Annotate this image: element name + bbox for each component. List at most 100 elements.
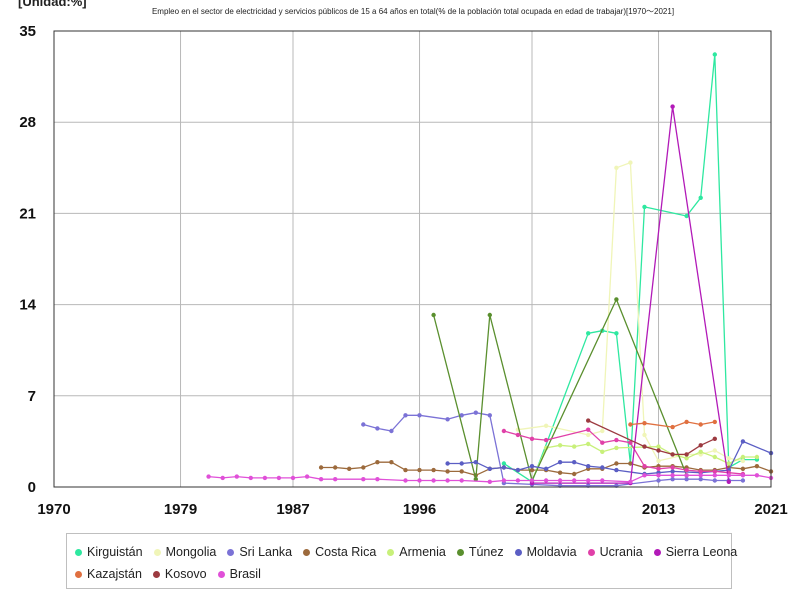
legend-marker-icon: [653, 548, 661, 556]
data-point: [656, 448, 661, 453]
data-point: [740, 458, 746, 464]
series-lines: [206, 52, 774, 488]
chart-title: Empleo en el sector de electricidad y se…: [151, 7, 675, 16]
legend-item: Kirguistán: [75, 545, 143, 559]
legend-label: Kirguistán: [87, 545, 143, 559]
legend-label: Kazajstán: [87, 567, 142, 581]
series-group: [445, 439, 774, 477]
data-point: [501, 461, 507, 466]
y-tick-label: 0: [28, 479, 36, 496]
data-point: [431, 478, 436, 483]
x-tick-label: 1979: [164, 501, 197, 518]
x-tick-label: 1987: [276, 501, 309, 518]
data-point: [529, 478, 535, 483]
data-point: [600, 440, 605, 445]
data-point: [754, 464, 760, 469]
legend-marker-icon: [387, 548, 395, 556]
data-point: [487, 413, 492, 418]
data-point: [403, 467, 408, 473]
legend-marker-icon: [152, 570, 160, 578]
data-point: [529, 467, 535, 473]
series-line: [432, 298, 688, 482]
data-point: [670, 452, 675, 457]
data-point: [698, 195, 703, 200]
data-point: [304, 474, 310, 479]
series-line: [630, 421, 715, 428]
data-point: [445, 478, 450, 483]
data-point: [698, 449, 703, 454]
data-point: [656, 458, 661, 464]
data-point: [431, 467, 436, 473]
data-point: [614, 467, 619, 473]
legend-item: Túnez: [456, 545, 504, 559]
data-point: [670, 424, 675, 430]
data-point: [628, 422, 633, 427]
data-point: [459, 469, 464, 474]
data-point: [417, 413, 422, 418]
legend-label: Moldavia: [526, 545, 577, 559]
data-point: [670, 477, 675, 482]
data-point: [726, 461, 731, 466]
unit-label: [Unidad:%]: [18, 0, 87, 9]
data-point: [670, 465, 675, 470]
series-group: [361, 410, 746, 488]
legend-item: Moldavia: [514, 545, 577, 559]
series-group: [206, 473, 774, 484]
data-point: [628, 461, 633, 466]
legend-marker-icon: [153, 548, 161, 556]
data-point: [572, 478, 577, 483]
series-line: [503, 429, 743, 475]
data-point: [318, 477, 324, 482]
legend-item: Sri Lanka: [227, 545, 292, 559]
data-point: [656, 466, 661, 471]
data-point: [487, 312, 492, 318]
series-group: [586, 418, 717, 457]
x-tick-label: 2013: [642, 501, 675, 518]
legend-label: Armenia: [399, 545, 446, 559]
data-point: [333, 477, 338, 482]
data-point: [234, 474, 239, 479]
data-point: [501, 428, 507, 434]
data-point: [642, 432, 647, 438]
data-point: [248, 475, 253, 481]
legend-marker-icon: [514, 548, 522, 556]
x-tick-label: 1996: [403, 501, 436, 518]
data-point: [684, 419, 689, 425]
data-point: [642, 444, 647, 449]
data-point: [375, 477, 380, 482]
legend-label: Túnez: [468, 545, 504, 559]
data-point: [614, 437, 619, 443]
data-point: [698, 477, 703, 482]
legend-marker-icon: [227, 548, 235, 556]
data-point: [614, 331, 619, 336]
legend-label: Sierra Leona: [665, 545, 738, 559]
data-point: [600, 465, 605, 470]
series-group: [501, 427, 746, 477]
legend-label: Costa Rica: [315, 545, 377, 559]
x-tick-label: 1970: [37, 501, 70, 518]
data-point: [712, 448, 717, 453]
data-point: [206, 474, 211, 479]
x-tick-label: 2021: [754, 501, 787, 518]
y-tick-label: 28: [19, 114, 36, 131]
data-point: [515, 432, 521, 438]
data-point: [389, 460, 394, 465]
data-point: [586, 432, 591, 438]
data-point: [698, 422, 703, 427]
legend-label: Brasil: [229, 567, 261, 581]
legend-marker-icon: [75, 548, 82, 556]
tick-labels: 1970 1979 1987 1996 2004 2013 2021 0 7 14 21 28 35: [19, 23, 787, 518]
data-point: [515, 478, 521, 483]
data-point: [417, 467, 422, 473]
legend-item: Brasil: [217, 567, 261, 581]
data-point: [628, 160, 633, 165]
legend-marker-icon: [303, 548, 311, 556]
data-point: [726, 456, 731, 461]
y-tick-label: 7: [28, 388, 36, 405]
data-point: [642, 421, 647, 426]
data-point: [543, 423, 549, 428]
legend-item: Costa Rica: [303, 545, 376, 559]
data-point: [586, 418, 591, 423]
data-point: [698, 469, 703, 474]
data-point: [529, 464, 535, 469]
